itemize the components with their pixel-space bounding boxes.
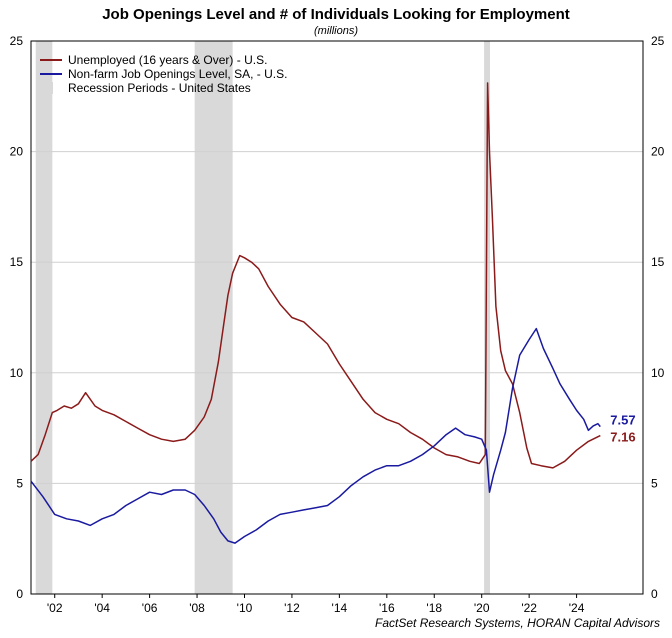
y-tick-left-15: 15 — [10, 255, 24, 269]
end-label-unemployed: 7.16 — [610, 430, 635, 445]
legend-label-recession: Recession Periods - United States — [68, 81, 251, 95]
x-tick-2018: '18 — [426, 601, 442, 615]
y-tick-right-15: 15 — [651, 255, 665, 269]
x-tick-2022: '22 — [521, 601, 537, 615]
x-tick-2004: '04 — [94, 601, 110, 615]
y-tick-right-25: 25 — [651, 34, 665, 48]
x-tick-2024: '24 — [569, 601, 585, 615]
series-line-unemployed — [30, 82, 601, 469]
y-tick-right-10: 10 — [651, 366, 665, 380]
recession-bands — [35, 41, 490, 594]
plot-frame — [30, 40, 644, 595]
y-tick-left-25: 25 — [10, 34, 24, 48]
legend: Unemployed (16 years & Over) - U.S. Non-… — [40, 53, 287, 95]
x-tick-2016: '16 — [379, 601, 395, 615]
x-tick-2002: '02 — [47, 601, 63, 615]
series-lines — [30, 82, 601, 544]
source-note: FactSet Research Systems, HORAN Capital … — [375, 616, 660, 630]
x-tick-2014: '14 — [332, 601, 348, 615]
y-tick-left-5: 5 — [16, 476, 23, 490]
axis-labels: 0 0 5 5 10 10 15 15 20 20 25 25 '02 '04 '06 '08 '10 '12 '1… — [10, 34, 665, 615]
x-tick-2008: '08 — [189, 601, 205, 615]
y-tick-left-0: 0 — [16, 587, 23, 601]
x-tick-2010: '10 — [237, 601, 253, 615]
gridlines — [31, 151, 643, 484]
recession-band-0 — [35, 41, 53, 594]
series-line-job-openings — [30, 327, 601, 544]
legend-label-job-openings: Non-farm Job Openings Level, SA, - U.S. — [68, 67, 287, 81]
y-tick-left-10: 10 — [10, 366, 24, 380]
x-tick-2006: '06 — [142, 601, 158, 615]
legend-label-unemployed: Unemployed (16 years & Over) - U.S. — [68, 53, 267, 67]
legend-swatch-recession — [48, 82, 53, 94]
recession-band-2 — [484, 41, 490, 594]
chart-subtitle: (millions) — [314, 25, 358, 37]
x-tick-2020: '20 — [474, 601, 490, 615]
chart-title: Job Openings Level and # of Individuals … — [102, 6, 570, 23]
y-tick-right-20: 20 — [651, 145, 665, 159]
x-tick-2012: '12 — [284, 601, 300, 615]
y-tick-right-0: 0 — [651, 587, 658, 601]
recession-band-1 — [194, 41, 233, 594]
end-label-job-openings: 7.57 — [610, 413, 635, 428]
y-tick-left-20: 20 — [10, 145, 24, 159]
y-tick-right-5: 5 — [651, 476, 658, 490]
